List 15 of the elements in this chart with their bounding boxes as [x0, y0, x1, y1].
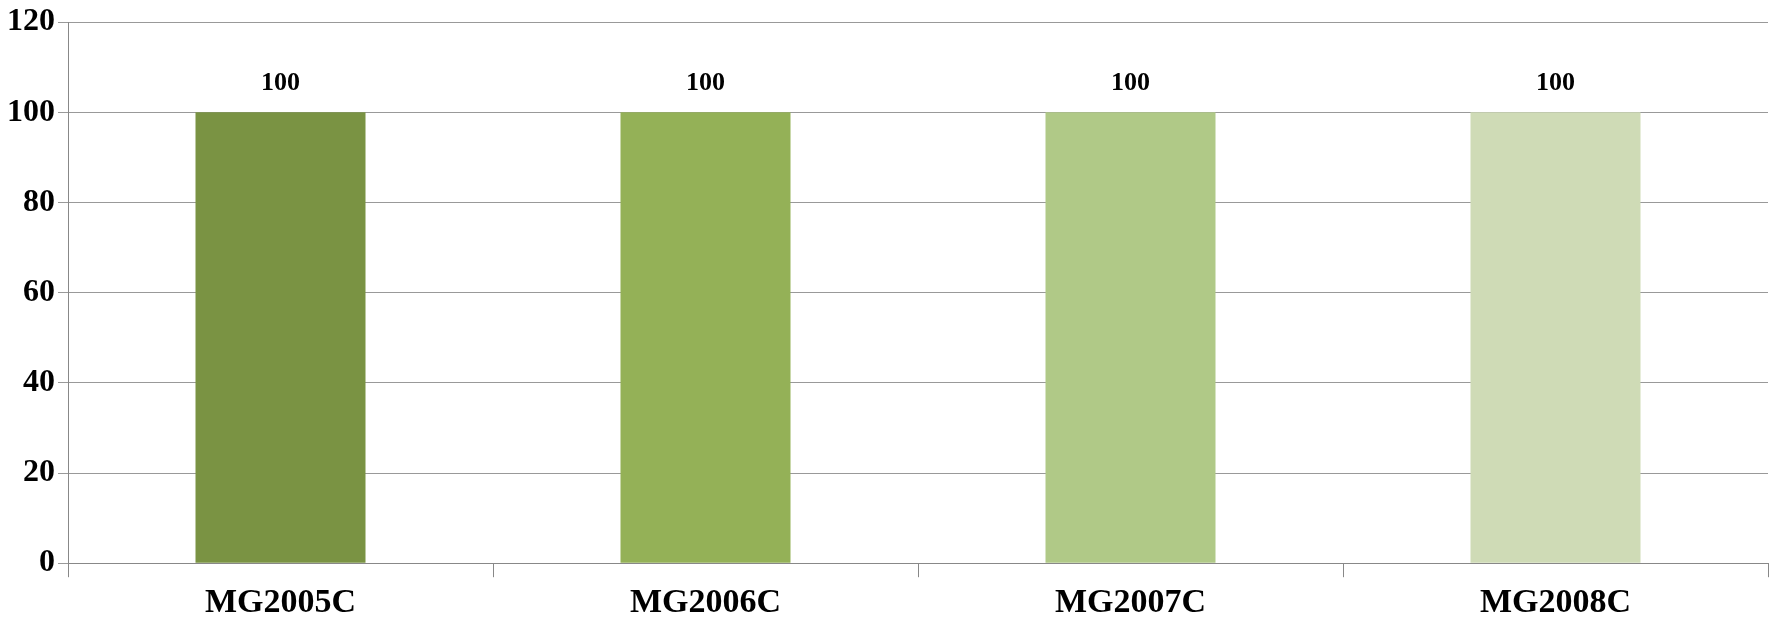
y-tick-label: 60 [23, 271, 55, 308]
data-label: 100 [686, 67, 725, 97]
data-label: 100 [1111, 67, 1150, 97]
y-tick-label: 80 [23, 181, 55, 218]
y-tick-label: 100 [7, 91, 55, 128]
data-label: 100 [261, 67, 300, 97]
y-tick-label: 20 [23, 452, 55, 489]
x-tick-label: MG2006C [629, 582, 782, 620]
x-tick-label: MG2008C [1479, 582, 1632, 620]
y-tick-label: 0 [39, 542, 55, 579]
x-tick-label: MG2005C [204, 582, 357, 620]
y-tick-label: 40 [23, 362, 55, 399]
y-tick-label: 120 [7, 1, 55, 38]
data-label: 100 [1536, 67, 1575, 97]
x-tick-label: MG2007C [1054, 582, 1207, 620]
